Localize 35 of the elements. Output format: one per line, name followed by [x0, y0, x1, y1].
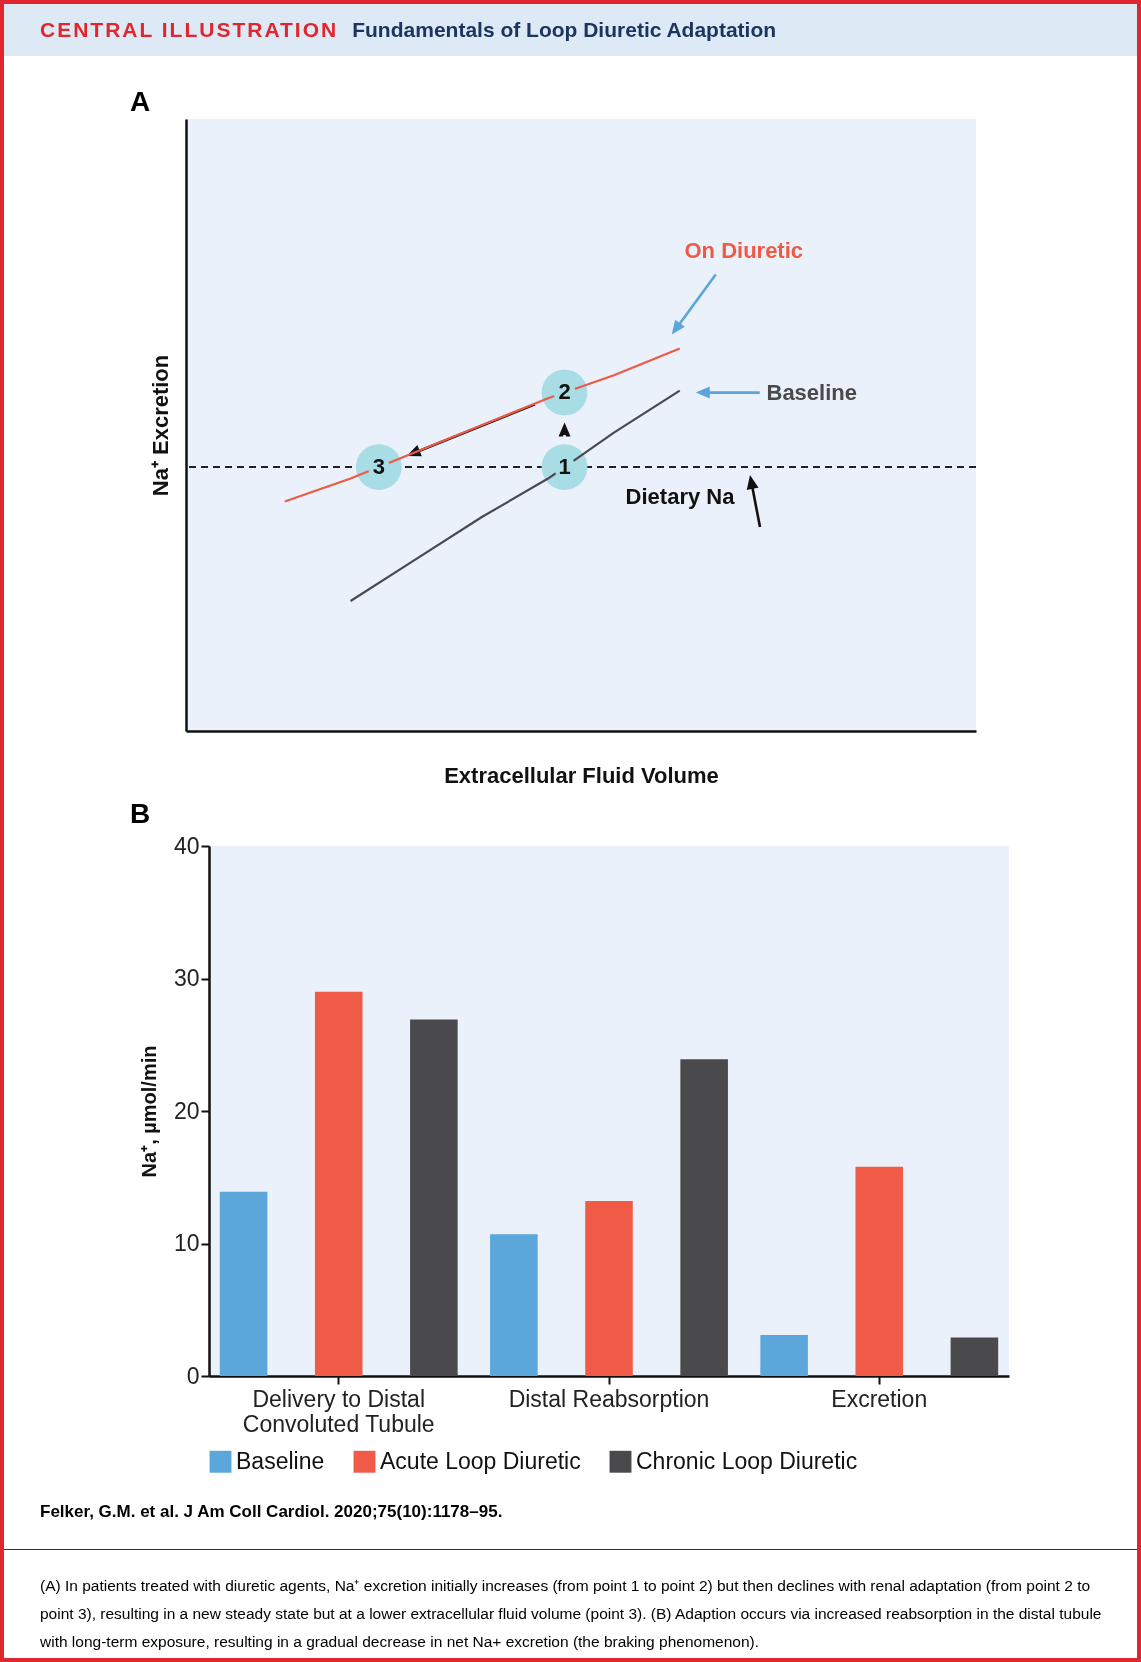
x-tick-label: Excretion	[831, 1385, 928, 1412]
x-axis-title: Extracellular Fluid Volume	[444, 762, 719, 788]
y-axis-title: Na⁺, µmol/min	[137, 1045, 160, 1178]
bar	[410, 1019, 458, 1376]
y-tick-label: 10	[173, 1230, 200, 1256]
text: CENTRAL ILLUSTRATION	[40, 18, 339, 42]
legend-label: Baseline	[236, 1447, 325, 1474]
y-tick-label: 30	[173, 965, 200, 991]
legend-label: Acute Loop Diuretic	[380, 1447, 581, 1474]
text: Baseline	[766, 379, 857, 405]
annotation: 2	[558, 379, 571, 405]
bar	[490, 1234, 538, 1376]
bar	[314, 991, 363, 1376]
ref-line-label: Dietary Na	[625, 484, 736, 510]
y-tick-label: 0	[186, 1362, 200, 1389]
bar	[219, 1191, 268, 1376]
x-tick-label: Delivery to Distal Convoluted Tubule	[242, 1385, 435, 1437]
y-tick-label: 40	[173, 832, 200, 859]
text: B	[130, 798, 151, 830]
bar	[680, 1059, 728, 1376]
annotation: 3	[372, 454, 385, 480]
text: Felker, G.M. et al. J Am Coll Cardiol. 2020;75(10):1178–95.	[40, 1502, 503, 1522]
bar	[855, 1166, 904, 1376]
annotation: 1	[558, 454, 571, 480]
bar	[950, 1337, 999, 1376]
bar	[760, 1334, 808, 1376]
bar	[585, 1201, 633, 1376]
x-tick-label: Distal Reabsorption	[508, 1385, 710, 1412]
text: A	[130, 86, 151, 118]
text: On Diuretic	[684, 237, 804, 263]
legend-label: Chronic Loop Diuretic	[636, 1447, 858, 1474]
y-axis-title: Na⁺ Excretion	[147, 354, 173, 497]
text: Fundamentals of Loop Diuretic Adaptation	[352, 18, 777, 42]
y-tick-label: 20	[173, 1097, 200, 1124]
text: (A) In patients treated with diuretic agents, Na⁺ excretion initially increases (from point 1 to point 2) but then declines with renal adaptation (from point 2 to point 3), resulting in a new steady state but at a lower extracellular fluid volume (point 3). (B) Adaption occurs via increased reabsorption in the distal tubule with long-term exposure, resulting in a gradual decrease in net Na+ excretion (the braking phenomenon).	[40, 1576, 1103, 1652]
